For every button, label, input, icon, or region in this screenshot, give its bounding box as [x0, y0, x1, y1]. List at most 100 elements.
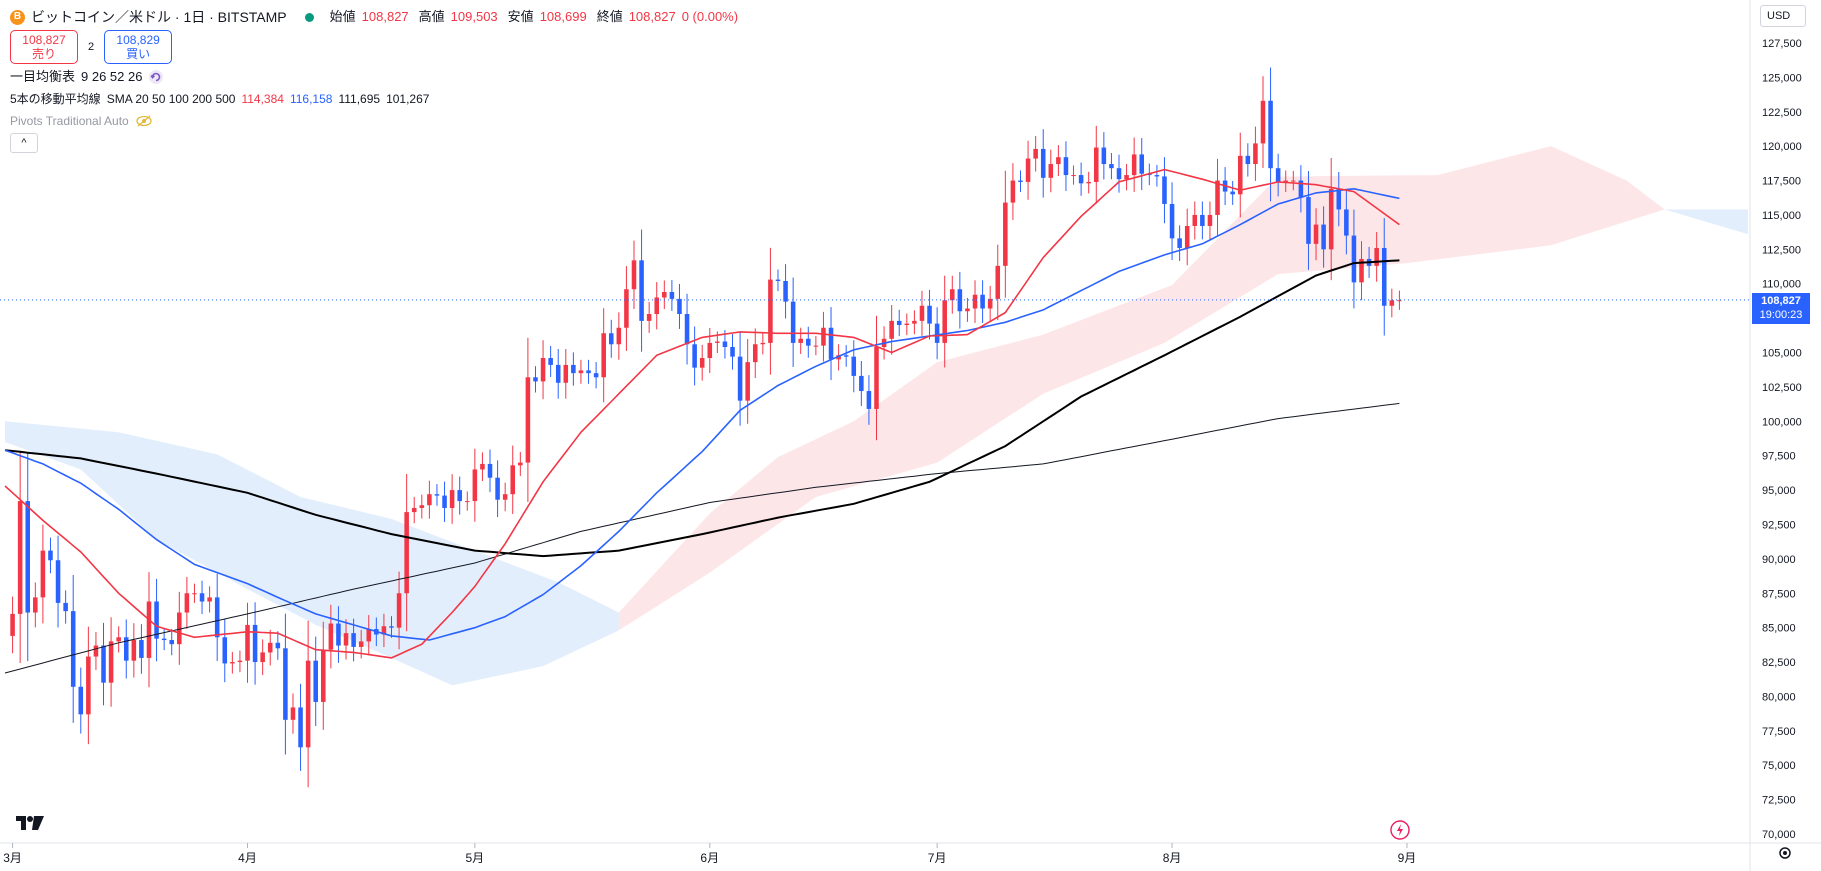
price-tick-label: 100,000	[1762, 416, 1802, 428]
candle-body	[1063, 157, 1069, 176]
ichimoku-legend[interactable]: 一目均衡表 9 26 52 26	[10, 66, 738, 88]
candle-body	[10, 613, 15, 636]
ohlc-change: 0 (0.00%)	[681, 9, 739, 24]
candle-body	[48, 550, 53, 561]
candle-body	[555, 364, 561, 383]
time-tick-label: 6月	[700, 851, 719, 865]
candle-body	[1245, 155, 1251, 165]
candle-body	[715, 341, 720, 343]
candle-body	[669, 291, 675, 299]
candle-body	[1154, 175, 1160, 177]
sma-legend[interactable]: 5本の移動平均線 SMA 20 50 100 200 500 114,384 1…	[10, 88, 738, 110]
chart-legend: B ビットコイン／米ドル · 1日 · BITSTAMP 始値 108,827 高…	[10, 6, 738, 154]
candle-body	[1033, 148, 1038, 159]
candle-body	[1116, 168, 1122, 180]
candle-body	[161, 638, 167, 641]
candle-body	[525, 377, 531, 463]
price-tick-label: 87,500	[1762, 588, 1796, 600]
candle-body	[207, 597, 212, 602]
candle-body	[699, 358, 705, 368]
candle-body	[980, 294, 985, 309]
candle-body	[1109, 164, 1114, 169]
candle-body	[510, 465, 516, 495]
candle-body	[957, 289, 963, 312]
market-status-icon[interactable]	[304, 12, 314, 22]
candle-body	[851, 356, 857, 376]
candle-body	[25, 501, 31, 613]
candle-body	[465, 501, 470, 503]
candle-body	[1169, 203, 1175, 239]
candle-body	[252, 624, 258, 663]
candle-body	[192, 593, 197, 595]
candle-body	[222, 637, 228, 664]
ichimoku-params: 9 26 52 26	[81, 69, 143, 84]
candle-body	[684, 314, 690, 345]
price-tick-label: 125,000	[1762, 72, 1802, 84]
price-tick-label: 80,000	[1762, 691, 1796, 703]
candle-body	[419, 505, 425, 508]
price-tick-label: 82,500	[1762, 657, 1796, 669]
last-price-label: 108,827 19:00:23	[1752, 293, 1810, 324]
buy-button[interactable]: 108,829 買い	[104, 30, 173, 64]
candle-body	[366, 629, 372, 642]
candle-body	[343, 633, 349, 646]
candle-body	[1381, 247, 1387, 306]
candle-body	[798, 338, 803, 343]
sma100-value: 111,695	[338, 92, 381, 106]
candle-body	[93, 645, 99, 657]
candle-body	[283, 648, 288, 720]
candle-body	[1359, 258, 1364, 283]
candle-body	[1351, 235, 1357, 283]
candle-body	[745, 362, 750, 401]
candle-body	[1389, 300, 1395, 306]
candle-body	[1207, 214, 1213, 226]
candle-body	[987, 298, 993, 309]
pivots-name: Pivots Traditional Auto	[10, 114, 129, 128]
candle-body	[548, 358, 553, 365]
candle-body	[836, 355, 841, 360]
candle-body	[434, 494, 440, 496]
candle-body	[790, 301, 796, 343]
candle-body	[480, 463, 485, 470]
pivots-legend[interactable]: Pivots Traditional Auto	[10, 110, 738, 132]
candle-body	[760, 342, 766, 345]
candle-body	[904, 323, 910, 326]
symbol-title[interactable]: ビットコイン／米ドル · 1日 · BITSTAMP	[31, 9, 287, 25]
candle-body	[972, 294, 978, 309]
refresh-icon[interactable]	[148, 69, 164, 85]
candle-body	[1306, 197, 1311, 244]
candle-body	[775, 279, 781, 281]
candle-body	[1253, 143, 1258, 165]
tradingview-logo-icon[interactable]	[14, 812, 46, 838]
sma200-value: 101,267	[386, 92, 430, 106]
candle-body	[828, 327, 834, 360]
candle-body	[1275, 168, 1281, 182]
candle-body	[70, 611, 76, 687]
price-tick-label: 117,500	[1762, 176, 1801, 188]
candle-body	[427, 494, 432, 506]
sell-price: 108,827	[22, 33, 66, 47]
collapse-legend-button[interactable]: ^	[10, 133, 38, 153]
candle-body	[730, 347, 735, 357]
candle-body	[843, 355, 849, 357]
sell-button[interactable]: 108,827 売り	[10, 30, 78, 64]
sell-label: 売り	[31, 47, 56, 61]
candle-body	[1078, 175, 1084, 184]
candle-body	[995, 265, 1001, 299]
price-tick-label: 97,500	[1762, 451, 1796, 463]
candle-body	[1101, 147, 1107, 165]
sma200-line	[4, 402, 1400, 674]
candle-body	[563, 364, 569, 383]
currency-selector[interactable]: USD	[1760, 5, 1806, 27]
candle-body	[1321, 224, 1326, 250]
candle-body	[321, 649, 326, 702]
gear-icon[interactable]	[1777, 845, 1793, 866]
hidden-eye-icon[interactable]	[135, 115, 153, 127]
candle-body	[919, 305, 925, 321]
candle-body	[783, 280, 788, 302]
price-tick-label: 102,500	[1762, 382, 1802, 394]
candle-body	[912, 320, 917, 324]
price-tick-label: 127,500	[1762, 38, 1802, 50]
candle-body	[1177, 238, 1182, 248]
